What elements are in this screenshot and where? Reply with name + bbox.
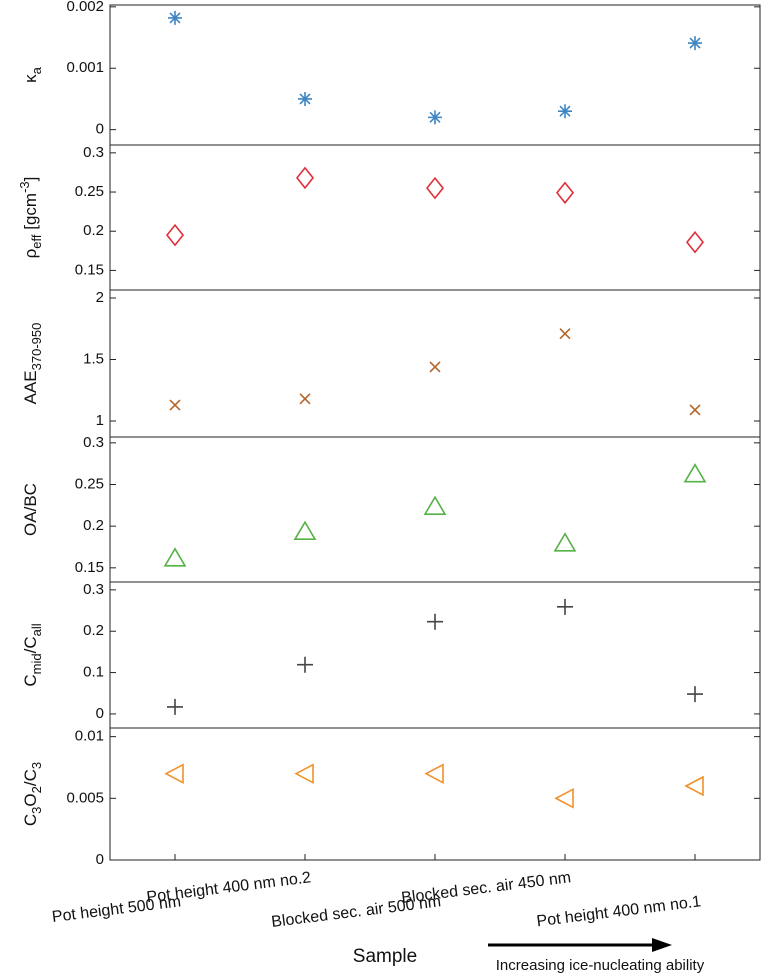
x-tick-label: Pot height 400 nm no.2	[146, 869, 312, 906]
y-axis-label: ρeff [gcm-3]	[17, 177, 44, 259]
y-tick-label: 0.3	[83, 434, 104, 451]
marker	[557, 598, 573, 615]
marker	[685, 230, 705, 254]
y-tick-label: 0.25	[75, 475, 104, 492]
y-axis-label: C3O2/C3	[21, 762, 44, 826]
y-axis-label-part: 370-950	[29, 323, 44, 371]
marker	[683, 463, 707, 483]
marker	[163, 547, 187, 567]
y-tick-label: 0	[96, 705, 104, 722]
y-tick-label: 0.3	[83, 144, 104, 161]
y-axis-label: κa	[21, 66, 44, 83]
y-tick-label: 0.15	[75, 261, 104, 278]
y-tick-label: 1.5	[83, 350, 104, 367]
y-tick-label: 0.3	[83, 581, 104, 598]
y-tick-label: 0	[96, 851, 104, 868]
marker	[427, 613, 443, 630]
y-axis-label-part: OA/BC	[21, 483, 40, 536]
annotation: Increasing ice-nucleating ability	[496, 957, 705, 974]
y-axis-label-part: κ	[21, 74, 40, 83]
marker	[293, 520, 317, 540]
marker	[429, 361, 441, 373]
marker	[558, 104, 572, 119]
y-axis-label-part: a	[29, 66, 44, 74]
y-tick-label: 0.2	[83, 517, 104, 534]
y-axis-label-part: /C	[21, 636, 40, 653]
y-axis-label-part: ]	[21, 177, 40, 182]
marker	[168, 10, 182, 25]
marker	[554, 787, 574, 809]
y-tick-label: 0.01	[75, 728, 104, 745]
marker	[425, 176, 445, 200]
marker	[687, 686, 703, 703]
marker	[428, 110, 442, 125]
y-tick-label: 0.2	[83, 622, 104, 639]
marker	[684, 775, 704, 797]
marker	[169, 399, 181, 411]
y-axis-label-part: 3	[29, 807, 44, 814]
panel-frame	[109, 581, 761, 729]
y-axis-label: Cmid/Call	[21, 623, 44, 686]
marker	[423, 495, 447, 515]
y-tick-label: 1	[96, 412, 104, 429]
marker	[299, 393, 311, 405]
y-axis-label-part: O	[21, 793, 40, 806]
y-tick-label: 0.15	[75, 559, 104, 576]
y-axis-label-part: [gcm	[21, 193, 40, 235]
y-tick-label: 2	[96, 289, 104, 306]
y-axis-label-part: C	[21, 674, 40, 686]
y-tick-label: 0.2	[83, 222, 104, 239]
y-axis-label-part: /C	[21, 769, 40, 786]
marker	[559, 328, 571, 340]
marker	[295, 166, 315, 190]
y-axis-label-part: -3	[17, 181, 32, 193]
marker	[688, 36, 702, 51]
marker	[294, 763, 314, 784]
y-tick-label: 0.002	[66, 0, 104, 15]
y-tick-label: 0.001	[66, 59, 104, 76]
panel-frame	[109, 436, 761, 583]
marker	[298, 91, 312, 106]
marker	[424, 763, 444, 784]
marker	[689, 404, 701, 416]
y-axis-label-part: AAE	[21, 370, 40, 404]
panel-frame	[109, 144, 761, 291]
arrow-head	[652, 938, 672, 952]
x-tick-label: Blocked sec. air 450 nm	[400, 869, 572, 907]
marker	[167, 698, 183, 715]
y-tick-label: 0.25	[75, 183, 104, 200]
y-axis-label-part: mid	[29, 653, 44, 674]
y-tick-label: 0.1	[83, 664, 104, 681]
marker	[165, 223, 185, 247]
y-axis-label: OA/BC	[21, 483, 40, 536]
y-axis-label: AAE370-950	[21, 323, 44, 405]
panel-frame	[109, 289, 761, 438]
y-axis-label-part: eff	[29, 234, 44, 249]
panel-frame	[109, 727, 761, 861]
x-axis-label: Sample	[353, 946, 417, 967]
marker	[164, 763, 184, 784]
y-tick-label: 0	[96, 121, 104, 138]
y-axis-label-part: C	[21, 814, 40, 826]
marker	[297, 656, 313, 673]
marker	[555, 181, 575, 205]
y-axis-label-part: all	[29, 623, 44, 636]
y-axis-label-part: ρ	[21, 249, 40, 259]
x-tick-label: Pot height 400 nm no.1	[536, 893, 702, 930]
marker	[553, 532, 577, 552]
y-axis-label-part: 2	[29, 786, 44, 793]
y-tick-label: 0.005	[66, 789, 104, 806]
y-axis-label-part: 3	[29, 762, 44, 769]
